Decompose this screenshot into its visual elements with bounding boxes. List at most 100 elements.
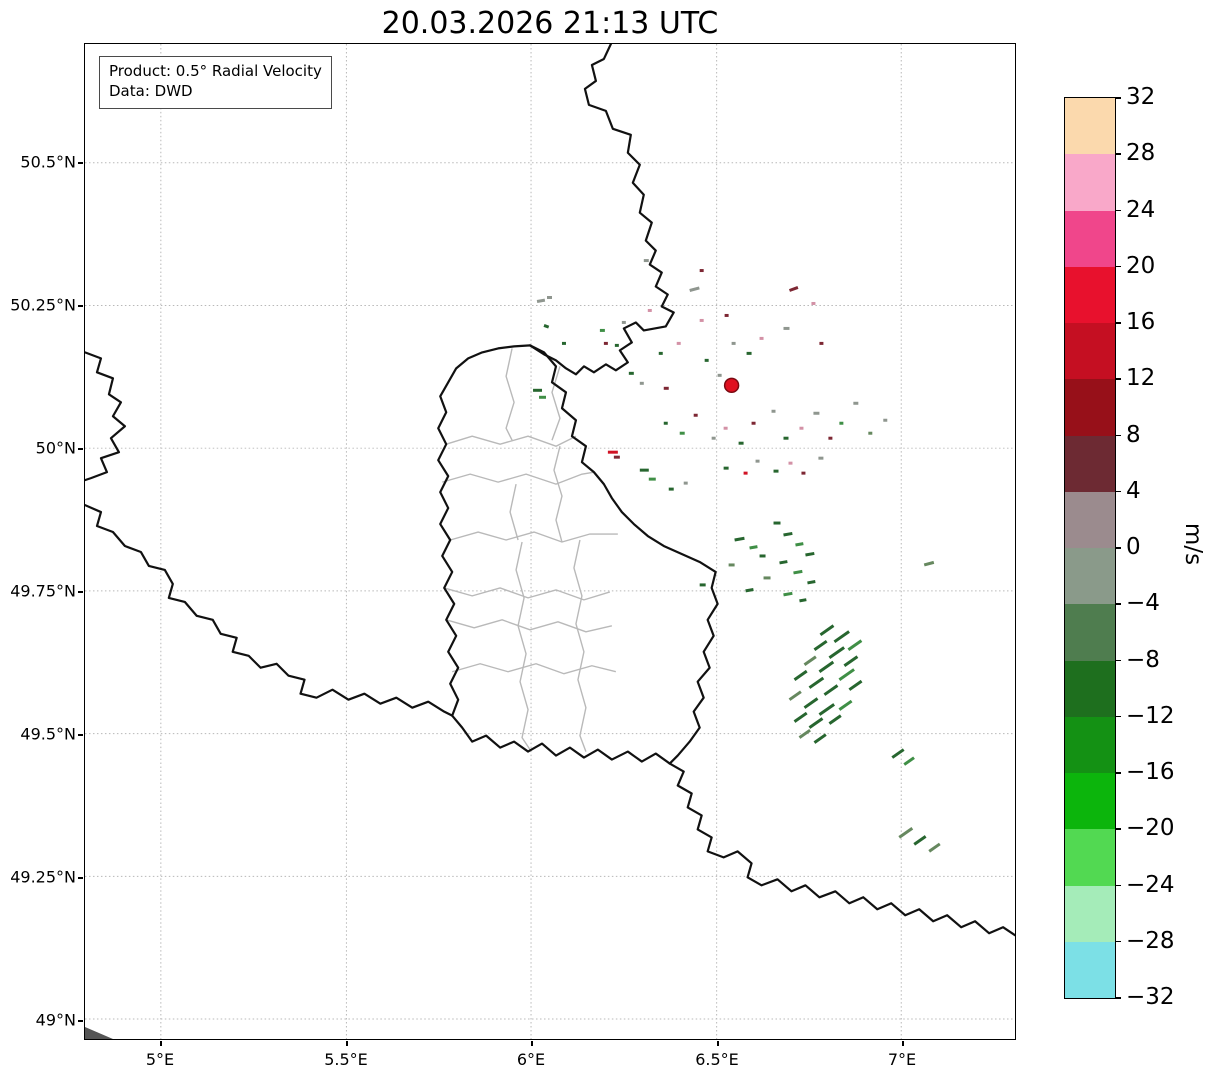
y-tickmark [78,734,83,736]
y-axis-tick-label: 49.25°N [10,867,76,887]
radar-echo [813,733,827,744]
colorbar-band [1065,604,1115,661]
radar-echo [903,756,915,766]
colorbar-band [1065,829,1115,886]
radar-echo [833,630,850,644]
radar-echo [793,669,808,681]
colorbar-tick-label: 24 [1126,196,1156,223]
radar-echo [847,639,863,652]
colorbar-tick-label: 8 [1126,421,1141,448]
radar-echo [689,286,700,292]
colorbar-tick-label: −12 [1126,702,1175,729]
colorbar-tickmark [1115,659,1121,661]
radar-echo [536,298,546,303]
radar-echo [838,699,853,711]
x-axis-tick-label: 7°E [887,1050,917,1069]
radar-echo [799,598,807,603]
colorbar-tick-label: −8 [1126,646,1160,673]
radar-echo [805,551,815,557]
colorbar-band [1065,941,1115,998]
colorbar-tickmark [1115,997,1121,999]
colorbar-tick-label: 28 [1126,140,1156,167]
x-tickmark [717,1041,719,1046]
radar-echo [838,668,855,681]
radar-echo [745,588,754,593]
colorbar-tickmark [1115,715,1121,718]
colorbar-band [1065,379,1115,436]
colorbar-tickmark [1115,322,1121,324]
y-axis-tick-label: 49°N [35,1010,76,1030]
plot-title: 20.03.2026 21:13 UTC [381,6,719,41]
colorbar-tick-label: −4 [1126,590,1160,617]
border-france-germany [668,762,1015,937]
y-axis-tick-label: 49.5°N [20,724,76,744]
radar-echo [788,286,799,292]
radar-echo [749,545,758,550]
colorbar-band [1065,660,1115,717]
colorbar-tick-label: 0 [1126,534,1141,560]
radar-echo [788,690,802,701]
colorbar-band [1065,716,1115,773]
radar-echo [828,714,842,725]
colorbar [1064,97,1116,999]
colorbar-band [1065,548,1115,605]
radar-echo [898,827,914,839]
radar-echo [913,835,927,846]
luxembourg-canton-borders [442,348,618,752]
product-label: Product: 0.5° Radial Velocity [109,62,322,80]
x-axis-tick-label: 6°E [516,1050,546,1069]
radar-echo [848,679,863,691]
colorbar-band [1065,266,1115,323]
colorbar-tickmark [1115,547,1121,549]
colorbar-tickmark [1115,153,1121,155]
y-axis-tick-label: 50°N [35,438,76,458]
y-axis-tick-label: 50.5°N [20,152,76,172]
border-france-belgium-pocket [85,351,127,482]
colorbar-band [1065,491,1115,548]
radar-echo [779,560,788,565]
colorbar-tick-label: 20 [1126,252,1156,279]
colorbar-tickmark [1115,97,1121,99]
colorbar-tick-label: −16 [1126,759,1175,785]
country-borders [85,44,1015,937]
radar-echo [807,580,816,585]
x-axis-tick-label: 5°E [145,1050,175,1069]
radar-echo [891,748,905,759]
colorbar-tickmark [1115,378,1121,380]
y-tickmark [78,591,83,593]
colorbar-tick-label: −24 [1126,871,1175,898]
radar-echo [783,591,793,597]
colorbar-tick-label: 32 [1126,84,1156,110]
corner-border-fragment [85,1027,113,1039]
colorbar-unit-label: m/s [1180,522,1207,566]
colorbar-tick-label: −20 [1126,815,1175,842]
y-tickmark [78,448,83,450]
radar-echo [793,569,803,575]
radar-echo [795,542,804,547]
y-tickmark [78,162,83,164]
radar-echo [783,531,793,537]
radar-echo [803,655,817,666]
radar-echo [843,655,859,667]
y-axis-tick-label: 50.25°N [10,295,76,315]
border-france-belgium [85,503,454,717]
radar-echo [828,646,845,659]
colorbar-tick-label: 4 [1126,477,1141,504]
colorbar-tick-label: −28 [1126,927,1175,954]
colorbar-band [1065,98,1115,155]
colorbar-band [1065,435,1115,492]
x-axis-tick-label: 5.5°E [324,1050,368,1069]
colorbar-band [1065,773,1115,830]
colorbar-tick-label: 16 [1126,309,1156,335]
colorbar-tickmark [1115,772,1121,774]
colorbar-band [1065,210,1115,267]
radar-site-marker [723,377,740,394]
y-axis-tick-label: 49.75°N [10,581,76,601]
y-tickmark [78,305,83,307]
x-tickmark [902,1041,904,1046]
colorbar-band [1065,154,1115,211]
data-source-label: Data: DWD [109,82,193,101]
colorbar-tick-label: −32 [1126,984,1175,1010]
y-tickmark [78,1020,83,1022]
colorbar-tickmark [1115,828,1121,830]
